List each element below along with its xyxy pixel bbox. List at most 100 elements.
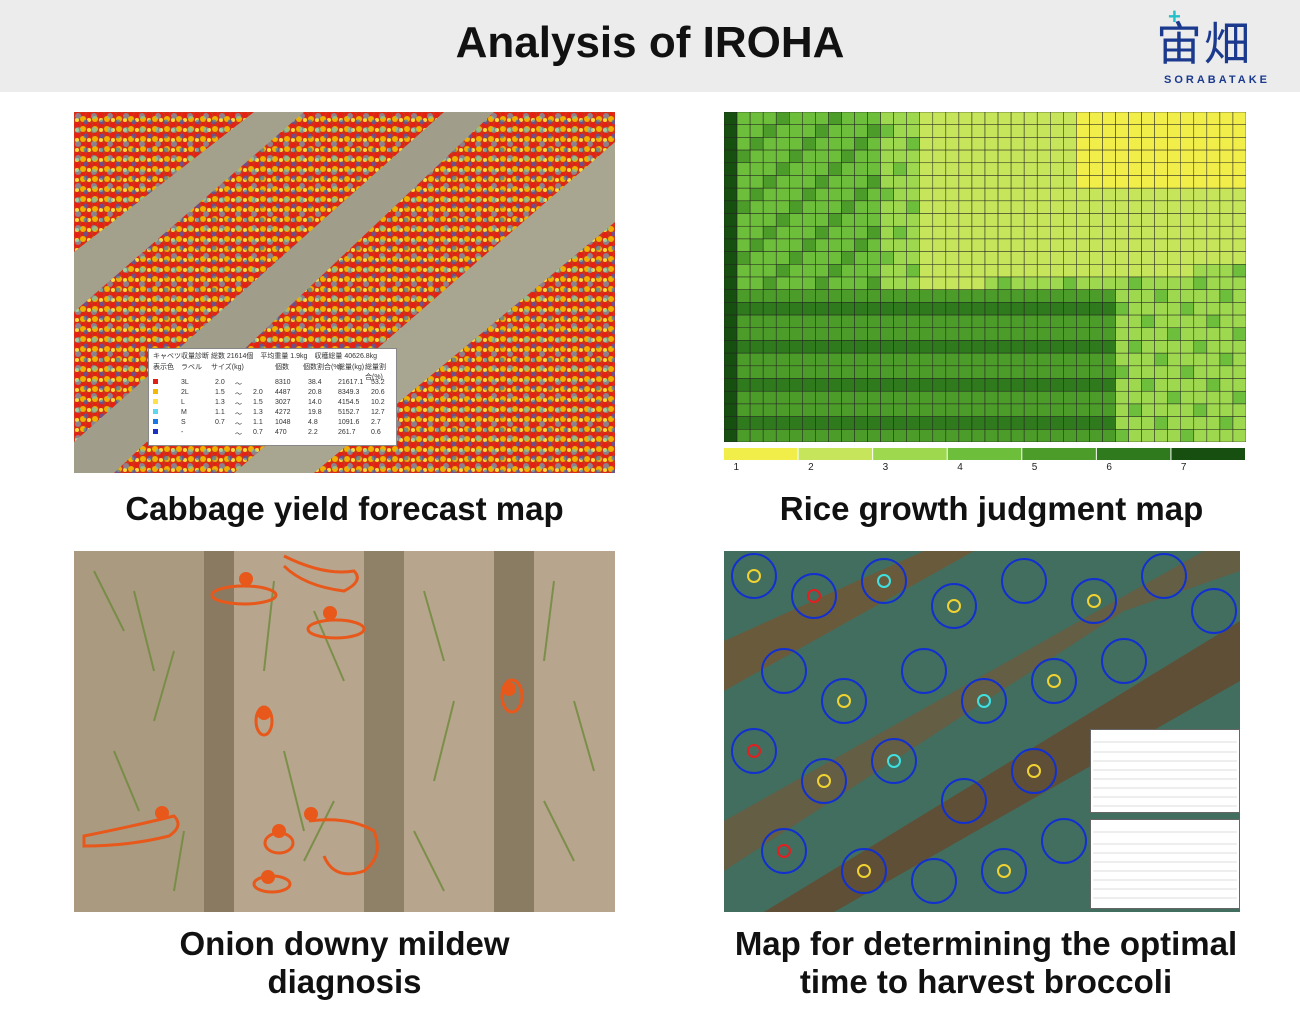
rice-grid-cell [984, 327, 999, 341]
rice-grid-cell [1076, 187, 1090, 202]
rice-grid-cell [932, 314, 947, 329]
rice-grid-cell [867, 213, 881, 227]
rice-grid-cell [1232, 429, 1246, 443]
rice-grid-cell [1141, 251, 1155, 265]
rice-grid-cell [1023, 238, 1038, 252]
rice-grid-cell [841, 225, 855, 240]
rice-grid-cell [1050, 403, 1064, 417]
rice-grid-cell [1219, 302, 1234, 316]
rice-grid-cell [906, 276, 920, 290]
rice-grid-cell [789, 365, 803, 379]
rice-grid-cell [1128, 416, 1142, 430]
rice-grid-cell [841, 137, 855, 151]
rice-grid-cell [802, 162, 816, 176]
rice-grid-cell [1193, 112, 1208, 125]
rice-grid-cell [893, 327, 907, 341]
rice-grid-cell [775, 340, 790, 354]
rice-grid-cell [867, 225, 881, 240]
rice-grid-cell [1154, 264, 1168, 278]
rice-grid-cell [1102, 175, 1116, 189]
rice-grid-cell [789, 289, 803, 303]
rice-grid-cell [958, 276, 973, 290]
rice-grid-cell [789, 225, 803, 240]
rice-grid-cell [893, 340, 907, 354]
rice-grid-cell [1089, 238, 1103, 252]
rice-grid-cell [932, 200, 947, 214]
rice-grid-cell [997, 340, 1012, 354]
yield-table-row: 3L 2.0 〜 8310 38.4 21617.1 53.2 [153, 379, 391, 389]
rice-grid-cell [1010, 149, 1025, 164]
rice-grid-cell [828, 137, 842, 151]
rice-grid-cell [1180, 187, 1195, 202]
rice-grid-cell [919, 352, 934, 367]
rice-grid-cell [1180, 314, 1195, 329]
rice-grid-cell [724, 238, 738, 252]
rice-grid-cell [1154, 238, 1168, 252]
rice-grid-cell [1102, 112, 1116, 125]
rice-grid-cell [984, 225, 999, 240]
rice-grid-cell [1167, 137, 1182, 151]
rice-grid-cell [958, 264, 973, 278]
caption-broccoli-line2: time to harvest broccoli [799, 963, 1173, 1000]
rice-grid-cell [789, 416, 803, 430]
rice-grid-cell [906, 112, 920, 125]
rice-grid-cell [1010, 175, 1025, 189]
rice-grid-cell [1050, 213, 1064, 227]
rice-grid-cell [997, 251, 1012, 265]
rice-grid-cell [1167, 429, 1182, 443]
rice-grid-cell [958, 175, 973, 189]
rice-grid-cell [1102, 251, 1116, 265]
rice-grid-cell [1089, 200, 1103, 214]
rice-grid-cell [789, 112, 803, 125]
rice-grid-cell [1089, 264, 1103, 278]
rice-grid-cell [1102, 416, 1116, 430]
rice-grid-cell [1219, 352, 1234, 367]
rice-grid-cell [802, 429, 816, 443]
rice-grid-cell [1050, 162, 1064, 176]
rice-grid-cell [867, 200, 881, 214]
rice-grid-cell [1167, 162, 1182, 176]
rice-grid-cell [1036, 200, 1051, 214]
rice-grid-cell [789, 175, 803, 189]
rice-grid-cell [971, 124, 986, 138]
rice-grid-cell [893, 137, 907, 151]
rice-grid-cell [971, 302, 986, 316]
rice-grid-cell [762, 187, 777, 202]
rice-grid-cell [1154, 314, 1168, 329]
rice-grid-cell [749, 340, 764, 354]
rice-grid-cell [1193, 175, 1208, 189]
rice-grid-cell [1063, 390, 1077, 405]
rice-grid-svg [724, 112, 1246, 443]
rice-grid-cell [919, 162, 934, 176]
rice-grid-cell [945, 378, 960, 392]
rice-grid-cell [997, 238, 1012, 252]
rice-grid-cell [854, 314, 868, 329]
rice-grid-cell [893, 302, 907, 316]
rice-grid-cell [932, 302, 947, 316]
rice-grid-cell [1036, 238, 1051, 252]
rice-grid-cell [893, 162, 907, 176]
rice-grid-cell [802, 302, 816, 316]
rice-grid-cell [1076, 264, 1090, 278]
rice-grid-cell [1089, 403, 1103, 417]
rice-grid-cell [1141, 340, 1155, 354]
rice-grid-cell [906, 302, 920, 316]
rice-grid-cell [1232, 289, 1246, 303]
rice-grid-cell [1089, 340, 1103, 354]
rice-grid-cell [906, 162, 920, 176]
rice-grid-cell [919, 403, 934, 417]
rice-grid-cell [1206, 124, 1221, 138]
rice-grid-cell [1076, 225, 1090, 240]
rice-grid-cell [1010, 327, 1025, 341]
rice-grid-cell [1232, 327, 1246, 341]
rice-grid-cell [1167, 149, 1182, 164]
rice-grid-cell [802, 276, 816, 290]
rice-grid-cell [1167, 200, 1182, 214]
rice-grid-cell [841, 365, 855, 379]
rice-grid-cell [1219, 340, 1234, 354]
rice-grid-cell [906, 289, 920, 303]
rice-grid-cell [789, 187, 803, 202]
rice-grid-cell [1167, 238, 1182, 252]
rice-grid-cell [971, 314, 986, 329]
rice-grid-cell [1036, 225, 1051, 240]
